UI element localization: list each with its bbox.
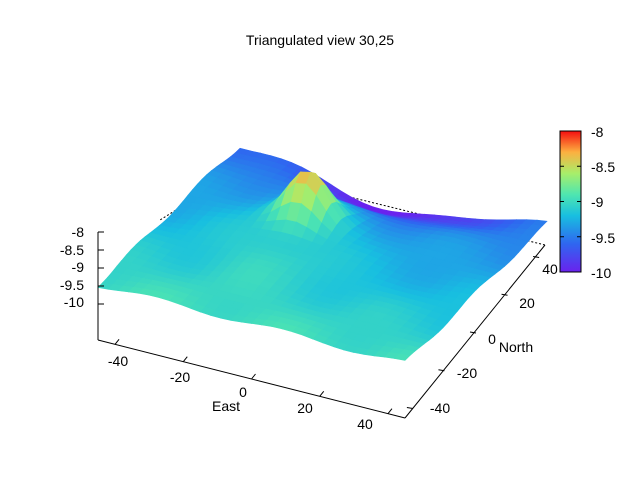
colorbar-tick-label: -9.5	[591, 230, 615, 246]
y-axis-line	[404, 244, 546, 419]
z-tick-label: -9.5	[60, 277, 84, 293]
x-tick-label: -40	[108, 353, 128, 369]
axis-ticks	[98, 231, 540, 414]
y-tick-label: 40	[542, 261, 558, 277]
y-tick-mark	[533, 255, 540, 258]
colorbar-tick-label: -10	[591, 265, 611, 281]
y-axis-label: North	[499, 339, 533, 355]
y-tick-mark	[438, 369, 445, 372]
z-tick-label: -9	[72, 259, 85, 275]
chart-title: Triangulated view 30,25	[246, 32, 394, 48]
x-tick-label: 0	[239, 384, 247, 400]
z-tick-label: -10	[64, 294, 84, 310]
colorbar-tick-label: -8.5	[591, 159, 615, 175]
colorbar-tick-label: -9	[591, 194, 604, 210]
tick-labels: -40 -20 0 20 40 -40 -20 0 20 40 -8 -8.5 …	[60, 224, 558, 432]
y-tick-label: -40	[430, 400, 450, 416]
surface-mesh	[97, 147, 548, 361]
y-tick-mark	[501, 293, 508, 296]
y-tick-label: 0	[488, 331, 496, 347]
z-tick-label: -8	[72, 224, 85, 240]
x-tick-mark	[319, 391, 325, 397]
z-tick-label: -8.5	[60, 242, 84, 258]
y-tick-label: 20	[519, 295, 535, 311]
x-tick-label: 20	[297, 400, 313, 416]
y-tick-label: -20	[457, 365, 477, 381]
x-tick-mark	[387, 408, 393, 414]
y-tick-mark	[406, 407, 413, 410]
x-axis-label: East	[212, 398, 240, 414]
colorbar-tick-label: -8	[591, 124, 604, 140]
colorbar-ticks	[560, 130, 581, 273]
x-tick-label: 40	[357, 416, 373, 432]
colorbar: -8 -8.5 -9 -9.5 -10	[559, 124, 615, 281]
x-tick-label: -20	[170, 369, 190, 385]
y-tick-mark	[469, 331, 477, 334]
x-tick-mark	[182, 356, 188, 362]
x-tick-mark	[251, 373, 256, 380]
x-tick-mark	[114, 339, 120, 345]
surface-facet	[394, 353, 411, 361]
